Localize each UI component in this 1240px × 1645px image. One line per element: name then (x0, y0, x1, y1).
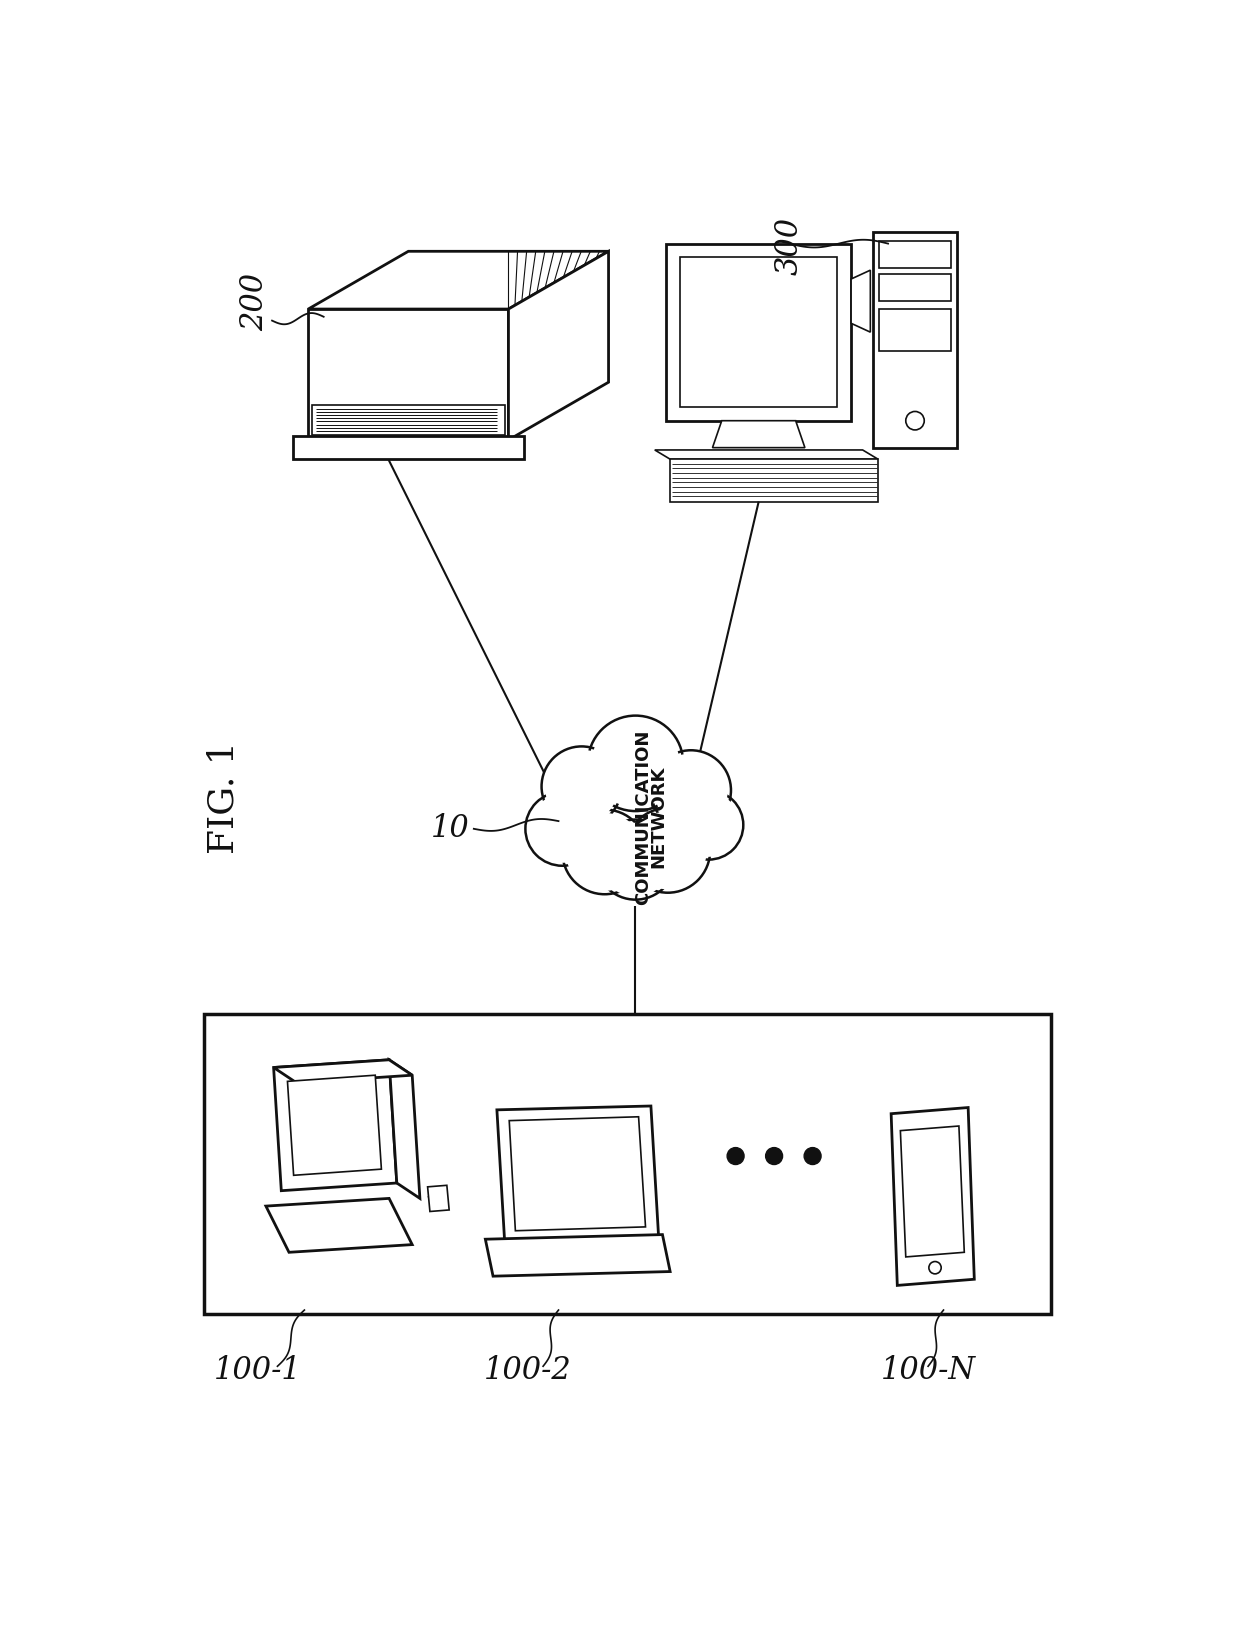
Text: 10: 10 (432, 813, 470, 844)
Polygon shape (293, 436, 523, 459)
Circle shape (526, 791, 599, 865)
Polygon shape (497, 1105, 658, 1240)
Circle shape (544, 750, 619, 822)
Circle shape (804, 1148, 821, 1165)
Bar (879, 275, 951, 301)
Polygon shape (428, 1186, 449, 1211)
Polygon shape (508, 252, 609, 439)
Circle shape (542, 747, 621, 826)
Polygon shape (892, 1107, 975, 1285)
Bar (312, 405, 505, 434)
Polygon shape (900, 1127, 965, 1257)
Text: 200: 200 (239, 273, 270, 331)
Circle shape (588, 716, 683, 811)
Polygon shape (655, 451, 878, 459)
Text: 100-N: 100-N (880, 1355, 976, 1387)
Polygon shape (389, 1059, 420, 1199)
Circle shape (905, 411, 924, 429)
Polygon shape (265, 1199, 412, 1252)
Circle shape (727, 1148, 744, 1165)
Polygon shape (485, 1235, 670, 1277)
Polygon shape (670, 459, 878, 502)
Circle shape (629, 811, 707, 890)
Text: 100-1: 100-1 (215, 1355, 303, 1387)
Circle shape (595, 819, 676, 900)
Text: COMMUNICATION: COMMUNICATION (634, 730, 652, 905)
Circle shape (563, 809, 647, 895)
Circle shape (625, 808, 711, 893)
Circle shape (655, 753, 728, 827)
Circle shape (675, 790, 743, 860)
Text: FIG. 1: FIG. 1 (207, 742, 241, 854)
Text: 300: 300 (774, 217, 805, 275)
Circle shape (765, 1148, 782, 1165)
Bar (873, 232, 957, 447)
Polygon shape (851, 270, 870, 332)
Polygon shape (713, 421, 805, 447)
Polygon shape (274, 1059, 412, 1082)
Circle shape (599, 822, 672, 897)
Bar (879, 309, 951, 352)
Polygon shape (288, 1076, 382, 1175)
Circle shape (591, 719, 680, 808)
Circle shape (565, 813, 644, 892)
Bar (879, 242, 951, 268)
Polygon shape (309, 252, 609, 309)
Text: 100-2: 100-2 (484, 1355, 572, 1387)
Polygon shape (510, 1117, 646, 1230)
Bar (205, 1013, 1052, 1314)
Circle shape (528, 795, 596, 864)
Circle shape (929, 1262, 941, 1273)
Bar (666, 243, 851, 421)
Circle shape (651, 750, 732, 831)
Polygon shape (309, 309, 508, 439)
Polygon shape (274, 1059, 397, 1191)
Bar (681, 258, 837, 406)
Circle shape (677, 793, 740, 857)
Text: NETWORK: NETWORK (650, 767, 667, 869)
